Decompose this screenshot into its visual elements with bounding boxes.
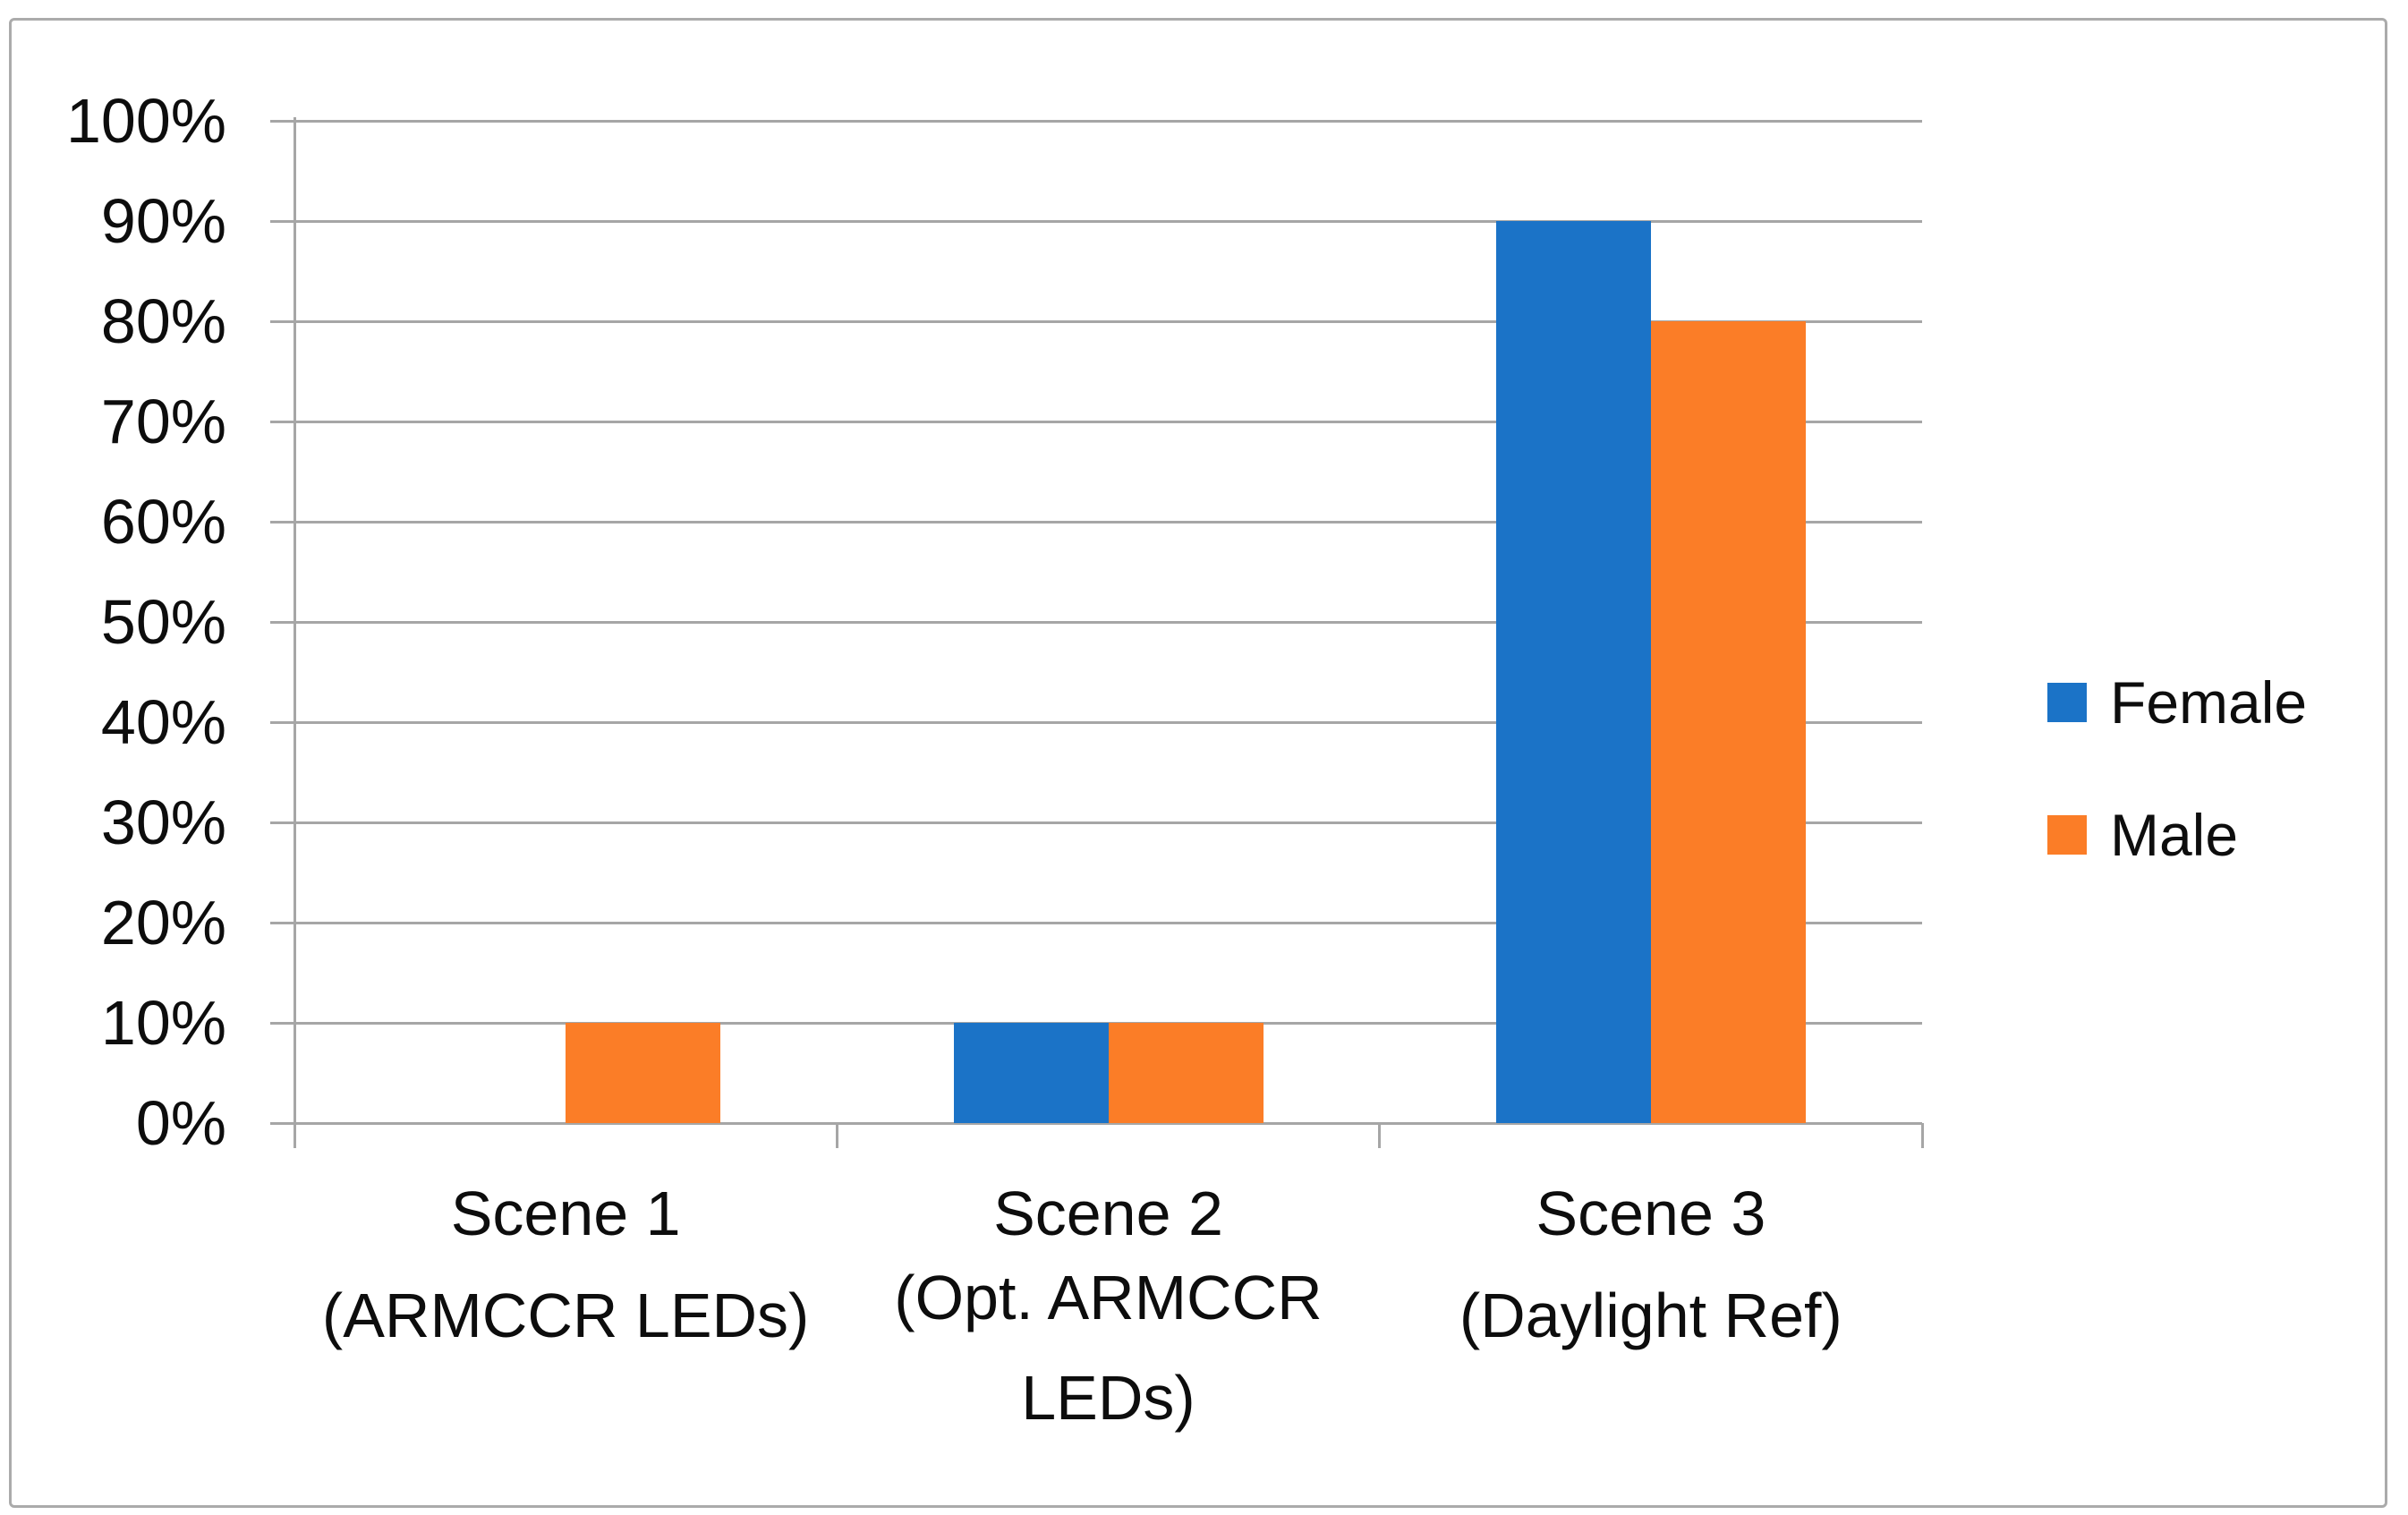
y-axis-tick xyxy=(270,1121,294,1125)
legend-label-female: Female xyxy=(2110,669,2308,736)
y-axis-tick xyxy=(270,119,294,123)
y-tick-label: 90% xyxy=(100,186,226,256)
legend-item-male: Male xyxy=(2047,801,2238,869)
gridline xyxy=(294,720,1922,724)
bar-female-scene-3 xyxy=(1495,221,1651,1123)
legend-label-male: Male xyxy=(2110,802,2239,868)
gridline xyxy=(294,620,1922,624)
y-axis-tick xyxy=(270,720,294,724)
y-axis-tick xyxy=(270,821,294,824)
x-tick-label-scene-1-line-2: (ARMCCR LEDs) xyxy=(321,1281,810,1350)
y-axis-line xyxy=(293,117,296,1148)
y-tick-label: 100% xyxy=(65,86,226,156)
y-axis-tick xyxy=(270,620,294,624)
x-axis-line xyxy=(294,1121,1922,1125)
y-axis-tick xyxy=(270,921,294,924)
bar-male-scene-3 xyxy=(1650,321,1806,1123)
y-tick-label: 70% xyxy=(100,387,226,456)
legend-swatch-female-icon xyxy=(2047,683,2087,722)
y-tick-label: 80% xyxy=(100,286,226,356)
x-tick-label-scene-3-line-1: Scene 3 xyxy=(1536,1179,1766,1248)
y-tick-label: 0% xyxy=(135,1088,226,1158)
x-tick-label-scene-3-line-2: (Daylight Ref) xyxy=(1459,1281,1842,1350)
bar-male-scene-2 xyxy=(1108,1023,1264,1123)
x-axis-tick xyxy=(1378,1123,1382,1148)
x-tick-label-scene-2-line-1: Scene 2 xyxy=(993,1179,1223,1248)
bar-male-scene-1 xyxy=(566,1023,721,1123)
y-axis-tick xyxy=(270,219,294,223)
x-axis-tick xyxy=(1920,1123,1924,1148)
y-axis-tick xyxy=(270,420,294,423)
gridline xyxy=(294,319,1922,323)
y-axis-tick xyxy=(270,319,294,323)
y-tick-label: 50% xyxy=(100,587,226,657)
gridline xyxy=(294,420,1922,423)
y-axis-tick xyxy=(270,520,294,523)
bar-female-scene-2 xyxy=(953,1023,1109,1123)
x-tick-label-scene-2-line-3: LEDs) xyxy=(1021,1363,1195,1433)
x-axis-tick xyxy=(835,1123,838,1148)
y-tick-label: 30% xyxy=(100,787,226,857)
y-tick-label: 60% xyxy=(100,487,226,557)
x-axis-tick xyxy=(293,1123,296,1148)
gridline xyxy=(294,520,1922,523)
x-tick-label-scene-2-line-2: (Opt. ARMCCR xyxy=(894,1263,1323,1332)
gridline xyxy=(294,219,1922,223)
x-tick-label-scene-1-line-1: Scene 1 xyxy=(450,1179,681,1248)
gridline xyxy=(294,821,1922,824)
y-axis-tick xyxy=(270,1021,294,1025)
gridline xyxy=(294,921,1922,924)
figure-border xyxy=(9,18,2387,1508)
y-tick-label: 40% xyxy=(100,687,226,757)
legend-item-female: Female xyxy=(2047,668,2307,736)
gridline xyxy=(294,119,1922,123)
legend-swatch-male-icon xyxy=(2047,815,2087,855)
y-tick-label: 10% xyxy=(100,988,226,1058)
y-tick-label: 20% xyxy=(100,888,226,958)
